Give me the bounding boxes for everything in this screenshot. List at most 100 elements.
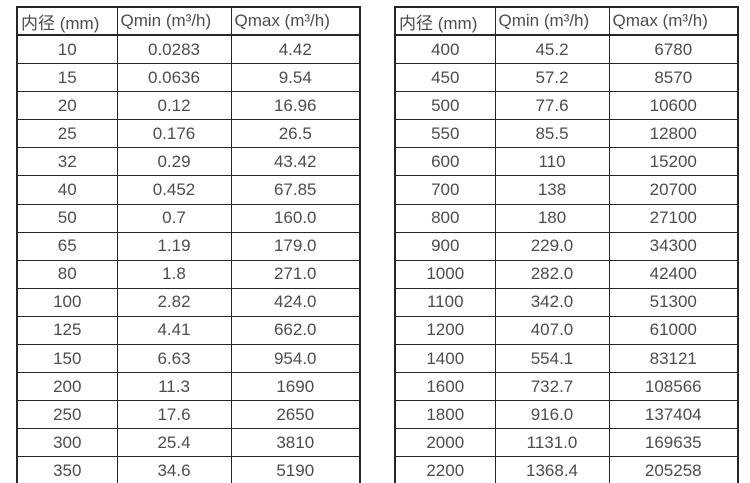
table-row: 125 4.41 662.0 [16, 315, 361, 346]
table-cell: 15 [16, 63, 118, 93]
table-cell: 9.54 [230, 63, 361, 93]
table-cell: 407.0 [494, 315, 610, 346]
table-row: 32 0.29 43.42 [16, 147, 361, 177]
table-cell: 271.0 [230, 259, 361, 289]
table-cell: 57.2 [494, 63, 610, 93]
flow-table-small-diameters: 内径 (mm) Qmin (m³/h) Qmax (m³/h) 10 0.0283… [16, 6, 361, 483]
table-cell: 10600 [608, 91, 739, 121]
table-row: 2200 1368.4 205258 [394, 456, 739, 483]
table-row: 1000 282.0 42400 [394, 259, 739, 289]
table-cell: 500 [394, 91, 496, 121]
table-cell: 0.29 [116, 147, 232, 177]
header-qmin: Qmin (m³/h) [494, 6, 610, 36]
table-cell: 16.96 [230, 91, 361, 121]
header-qmin: Qmin (m³/h) [116, 6, 232, 36]
table-cell: 400 [394, 34, 496, 65]
table-cell: 108566 [608, 372, 739, 402]
table-row: 200 11.3 1690 [16, 372, 361, 402]
table-cell: 34300 [608, 231, 739, 261]
table-cell: 20700 [608, 175, 739, 205]
table-row: 600 110 15200 [394, 147, 739, 177]
table-cell: 180 [494, 203, 610, 233]
table-row: 300 25.4 3810 [16, 428, 361, 458]
table-cell: 125 [16, 315, 118, 346]
table-cell: 4.41 [116, 315, 232, 346]
table-row: 10 0.0283 4.42 [16, 34, 361, 65]
table-cell: 732.7 [494, 372, 610, 402]
table-cell: 600 [394, 147, 496, 177]
table-row: 80 1.8 271.0 [16, 259, 361, 289]
table-cell: 1200 [394, 315, 496, 346]
table-cell: 0.0283 [116, 34, 232, 65]
table-row: 100 2.82 424.0 [16, 287, 361, 317]
table-cell: 1.8 [116, 259, 232, 289]
table-cell: 1690 [230, 372, 361, 402]
table-cell: 954.0 [230, 344, 361, 374]
table-cell: 43.42 [230, 147, 361, 177]
table-cell: 26.5 [230, 119, 361, 149]
table-cell: 138 [494, 175, 610, 205]
table-row: 450 57.2 8570 [394, 63, 739, 93]
table-cell: 1600 [394, 372, 496, 402]
table-cell: 17.6 [116, 400, 232, 430]
table-cell: 83121 [608, 344, 739, 374]
table-cell: 6.63 [116, 344, 232, 374]
header-qmax: Qmax (m³/h) [608, 6, 739, 36]
table-cell: 2.82 [116, 287, 232, 317]
table-cell: 0.7 [116, 203, 232, 233]
table-cell: 0.452 [116, 175, 232, 205]
table-row: 50 0.7 160.0 [16, 203, 361, 233]
table-cell: 10 [16, 34, 118, 65]
table-cell: 1.19 [116, 231, 232, 261]
flow-table-large-diameters: 内径 (mm) Qmin (m³/h) Qmax (m³/h) 400 45.2 6… [394, 6, 739, 483]
table-header: 内径 (mm) Qmin (m³/h) Qmax (m³/h) [394, 6, 739, 36]
header-diameter: 内径 (mm) [16, 6, 118, 36]
table-cell: 77.6 [494, 91, 610, 121]
table-cell: 2000 [394, 428, 496, 458]
table-row: 150 6.63 954.0 [16, 344, 361, 374]
table-cell: 1131.0 [494, 428, 610, 458]
table-cell: 6780 [608, 34, 739, 65]
table-cell: 229.0 [494, 231, 610, 261]
table-cell: 700 [394, 175, 496, 205]
table-cell: 137404 [608, 400, 739, 430]
table-cell: 45.2 [494, 34, 610, 65]
table-cell: 900 [394, 231, 496, 261]
table-cell: 67.85 [230, 175, 361, 205]
header-diameter: 内径 (mm) [394, 6, 496, 36]
table-cell: 250 [16, 400, 118, 430]
table-row: 250 17.6 2650 [16, 400, 361, 430]
table-cell: 0.0636 [116, 63, 232, 93]
header-qmax: Qmax (m³/h) [230, 6, 361, 36]
table-row: 1800 916.0 137404 [394, 400, 739, 430]
table-cell: 27100 [608, 203, 739, 233]
table-cell: 15200 [608, 147, 739, 177]
table-cell: 34.6 [116, 456, 232, 483]
table-cell: 1800 [394, 400, 496, 430]
table-cell: 80 [16, 259, 118, 289]
table-cell: 662.0 [230, 315, 361, 346]
table-row: 65 1.19 179.0 [16, 231, 361, 261]
table-cell: 110 [494, 147, 610, 177]
table-row: 2000 1131.0 169635 [394, 428, 739, 458]
table-cell: 2650 [230, 400, 361, 430]
table-cell: 11.3 [116, 372, 232, 402]
table-cell: 1000 [394, 259, 496, 289]
table-cell: 42400 [608, 259, 739, 289]
table-cell: 5190 [230, 456, 361, 483]
table-cell: 1400 [394, 344, 496, 374]
table-row: 40 0.452 67.85 [16, 175, 361, 205]
table-row: 1200 407.0 61000 [394, 315, 739, 346]
table-cell: 1368.4 [494, 456, 610, 483]
table-cell: 40 [16, 175, 118, 205]
table-cell: 50 [16, 203, 118, 233]
table-cell: 450 [394, 63, 496, 93]
table-cell: 61000 [608, 315, 739, 346]
table-cell: 1100 [394, 287, 496, 317]
table-row: 550 85.5 12800 [394, 119, 739, 149]
table-row: 1100 342.0 51300 [394, 287, 739, 317]
table-row: 800 180 27100 [394, 203, 739, 233]
table-row: 15 0.0636 9.54 [16, 63, 361, 93]
table-row: 20 0.12 16.96 [16, 91, 361, 121]
